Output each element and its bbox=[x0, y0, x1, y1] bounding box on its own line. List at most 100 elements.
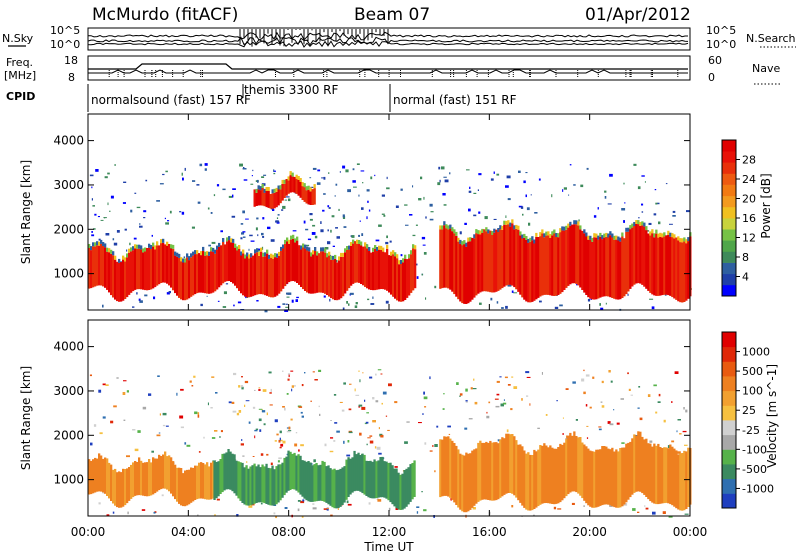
echo-band-edge bbox=[579, 225, 582, 230]
range-cell bbox=[333, 394, 337, 396]
range-cell bbox=[627, 372, 629, 375]
echo-band-cell bbox=[321, 460, 324, 501]
echo-band-cell bbox=[673, 238, 676, 299]
range-cell bbox=[342, 216, 346, 219]
range-cell bbox=[164, 217, 166, 220]
range-cell bbox=[620, 398, 624, 400]
colorbar-tick-label: -25 bbox=[742, 424, 760, 437]
echo-band-cell bbox=[539, 236, 542, 297]
echo-band-cell bbox=[413, 460, 416, 497]
range-cell bbox=[217, 300, 220, 302]
echo-band-cell bbox=[603, 446, 606, 505]
echo-band-cell bbox=[194, 465, 197, 500]
echo-band-cell bbox=[471, 237, 474, 300]
range-cell bbox=[441, 166, 445, 170]
range-cell bbox=[282, 303, 286, 305]
echo-band-cell bbox=[285, 179, 288, 196]
echo-band-cell bbox=[613, 451, 616, 508]
echo-band-cell bbox=[178, 467, 181, 504]
range-cell bbox=[388, 507, 391, 511]
range-cell bbox=[423, 396, 428, 400]
range-cell bbox=[324, 443, 327, 447]
echo-band-edge bbox=[322, 247, 325, 252]
range-cell bbox=[242, 168, 247, 170]
echo-band-cell bbox=[96, 458, 99, 492]
range-cell bbox=[322, 209, 325, 212]
echo-band-cell bbox=[275, 466, 278, 505]
echo-band-cell bbox=[623, 238, 626, 297]
echo-band-cell bbox=[295, 178, 298, 194]
echo-band-edge bbox=[254, 249, 257, 254]
echo-band-edge bbox=[671, 233, 674, 238]
freq-trace bbox=[88, 63, 688, 70]
range-cell bbox=[362, 182, 364, 184]
echo-band-cell bbox=[98, 245, 101, 286]
echo-band-cell bbox=[313, 188, 316, 205]
range-cell bbox=[296, 296, 299, 299]
echo-band-cell bbox=[226, 241, 229, 282]
range-cell bbox=[228, 195, 233, 198]
range-cell bbox=[669, 223, 673, 225]
echo-band-cell bbox=[277, 464, 280, 503]
range-cell bbox=[400, 188, 403, 191]
y-tick-label: 4000 bbox=[53, 134, 84, 148]
range-cell bbox=[327, 241, 331, 245]
colorbar-swatch bbox=[722, 206, 736, 219]
echo-band-cell bbox=[278, 255, 281, 294]
range-cell bbox=[216, 184, 220, 187]
range-cell bbox=[364, 399, 366, 402]
range-cell bbox=[425, 216, 427, 219]
freq-label-2: [MHz] bbox=[4, 69, 36, 82]
range-cell bbox=[196, 184, 200, 186]
echo-band-cell bbox=[216, 249, 219, 290]
echo-band-cell bbox=[609, 449, 612, 506]
echo-band-cell bbox=[174, 255, 177, 294]
echo-band-cell bbox=[182, 473, 185, 507]
echo-band-cell bbox=[549, 445, 552, 504]
echo-band-cell bbox=[683, 241, 686, 302]
echo-band-edge bbox=[234, 243, 237, 248]
range-cell bbox=[348, 408, 352, 411]
echo-band-cell bbox=[186, 469, 189, 506]
echo-band-edge bbox=[639, 222, 642, 226]
range-cell bbox=[158, 432, 161, 434]
range-cell bbox=[477, 189, 479, 191]
echo-band-cell bbox=[150, 462, 153, 496]
range-cell bbox=[587, 298, 591, 302]
range-cell bbox=[623, 182, 625, 185]
range-cell bbox=[366, 412, 369, 414]
echo-band-edge bbox=[607, 233, 610, 238]
echo-band-cell bbox=[373, 459, 376, 499]
echo-band-edge bbox=[619, 237, 622, 242]
echo-band-cell bbox=[595, 237, 598, 300]
echo-band-cell bbox=[583, 444, 586, 501]
range-cell bbox=[337, 507, 339, 510]
range-cell bbox=[436, 425, 439, 428]
range-cell bbox=[314, 235, 318, 239]
echo-band-cell bbox=[293, 452, 296, 490]
echo-band-edge bbox=[346, 246, 349, 250]
range-cell bbox=[511, 376, 514, 378]
x-tick-label: 00:00 bbox=[71, 525, 106, 539]
echo-band-edge bbox=[276, 253, 279, 258]
echo-band-edge bbox=[295, 174, 298, 179]
range-cell bbox=[184, 167, 186, 171]
echo-band-edge bbox=[265, 187, 268, 191]
range-cell bbox=[412, 185, 414, 188]
range-cell bbox=[288, 426, 291, 430]
echo-band-edge bbox=[627, 227, 630, 232]
echo-band-cell bbox=[332, 259, 335, 300]
range-cell bbox=[245, 218, 249, 220]
echo-band-cell bbox=[261, 464, 264, 503]
echo-band-cell bbox=[441, 439, 444, 497]
echo-band-cell bbox=[563, 442, 566, 499]
range-cell bbox=[191, 226, 195, 229]
range-cell bbox=[222, 306, 227, 308]
range-cell bbox=[123, 181, 127, 183]
echo-band-cell bbox=[467, 453, 470, 512]
echo-band-cell bbox=[657, 237, 660, 296]
echo-band-cell bbox=[493, 232, 496, 293]
echo-band-edge bbox=[545, 231, 548, 236]
range-cell bbox=[290, 370, 294, 372]
range-cell bbox=[159, 183, 164, 185]
